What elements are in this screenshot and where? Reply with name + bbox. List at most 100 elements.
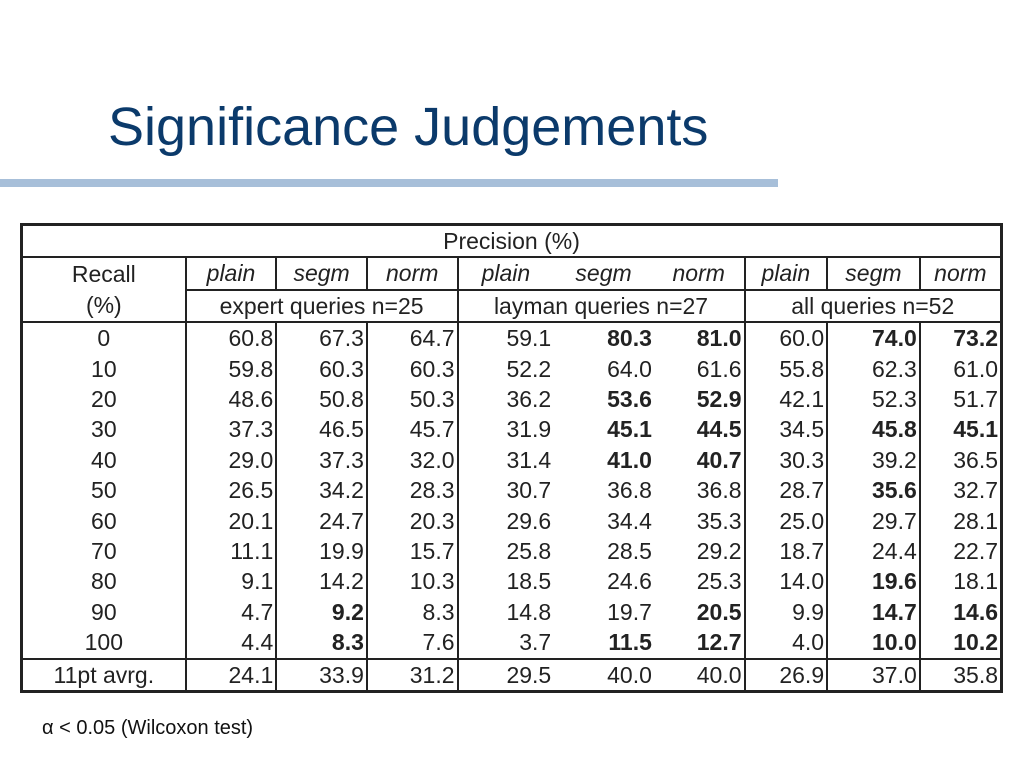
precision-cell: 14.7 [826,596,920,628]
precision-cell: 52.2 [456,353,554,385]
precision-cell: 22.7 [918,536,1002,567]
precision-cell: 44.5 [696,416,742,443]
precision-cell: 4.7 [184,596,277,628]
precision-cell: 36.8 [696,477,742,504]
precision-cell: 64.7 [365,321,458,354]
slide-title: Significance Judgements [108,97,709,157]
precision-cell: 28.5 [607,538,652,565]
precision-cell: 9.9 [743,596,828,628]
precision-cell: 80.3 [553,321,654,354]
precision-cell: 20.1 [184,505,277,537]
average-cell: 35.8 [918,657,1002,692]
group-header-all: all queries n=52 [743,288,1002,323]
table-row: 50 26.5 34.2 28.3 30.7 36.8 36.8 28.7 35.6 32.7 [21,475,1002,506]
method-header: norm [672,260,725,287]
method-header: norm [918,257,1002,290]
precision-cell: 18.1 [918,566,1002,597]
precision-cell: 60.3 [365,353,458,385]
method-header: norm [365,257,458,290]
recall-cell: 30 [21,414,187,445]
precision-cell: 34.5 [743,414,828,445]
precision-cell: 61.0 [918,353,1002,385]
methods-row: Recall plain segm norm plain segm norm p… [21,257,1002,290]
precision-cell: 81.0 [653,321,745,354]
precision-cell: 19.9 [275,536,367,567]
precision-cell: 34.4 [607,507,652,534]
precision-cell: 32.7 [918,475,1002,506]
precision-cell: 24.7 [275,505,367,537]
precision-cell: 51.7 [918,384,1002,415]
precision-cell: 11.5 [608,629,652,656]
precision-cell: 46.5 [275,414,367,445]
precision-cell: 25.0 [743,505,828,537]
table-caption: Precision (%) [21,224,1002,259]
precision-cell: 9.1 [184,566,277,597]
average-cell: 24.1 [184,657,277,692]
precision-cell: 36.2 [456,384,554,415]
average-cell: 31.2 [365,657,458,692]
precision-cell: 10.2 [918,627,1002,659]
method-header: segm [275,257,367,290]
method-header: segm [575,260,632,287]
precision-cell: 24.4 [826,536,920,567]
recall-cell: 60 [21,505,187,537]
recall-unit: (%) [21,289,187,323]
table-row: 60 20.1 24.7 20.3 29.6 34.4 35.3 25.0 29.7 28.1 [21,505,1002,537]
precision-cell: 60.0 [743,321,828,354]
precision-cell: 24.6 [607,568,652,595]
precision-cell: 8.3 [275,627,367,659]
table-row: 0 60.8 67.3 64.7 59.1 80.3 81.0 60.0 74.0 73.2 [21,321,1002,354]
alpha-symbol: α [42,717,54,739]
table-row: 10 59.8 60.3 60.3 52.2 64.0 61.6 55.8 62.3 61.0 [21,353,1002,385]
precision-cell: 28.1 [918,505,1002,537]
precision-cell: 61.6 [696,355,742,382]
precision-cell: 62.3 [826,353,920,385]
precision-cell: 3.7 [456,627,554,659]
precision-cell: 11.1 [184,536,277,567]
precision-cell: 9.2 [275,596,367,628]
recall-cell: 70 [21,536,187,567]
precision-cell: 18.7 [743,536,828,567]
precision-cell: 14.6 [918,596,1002,628]
recall-cell: 80 [21,566,187,597]
footnote: α < 0.05 (Wilcoxon test) [42,717,253,740]
precision-cell: 37.3 [184,414,277,445]
precision-cell: 55.8 [743,353,828,385]
precision-cell: 50.3 [365,384,458,415]
precision-cell: 74.0 [826,321,920,354]
precision-cell: 14.0 [743,566,828,597]
precision-cell: 26.5 [184,475,277,506]
precision-cell: 30.7 [456,475,554,506]
precision-cell: 52.3 [826,384,920,415]
precision-cell: 32.0 [365,444,458,476]
precision-cell: 45.7 [365,414,458,445]
precision-cell: 59.8 [184,353,277,385]
precision-cell: 59.1 [456,321,554,354]
table-row: 70 11.1 19.9 15.7 25.8 28.5 29.2 18.7 24.4 22.7 [21,536,1002,567]
precision-cell: 45.8 [826,414,920,445]
precision-cell: 31.4 [456,444,554,476]
precision-cell: 28.7 [743,475,828,506]
average-cell: 29.5 [456,657,554,692]
precision-cell: 29.2 [696,538,742,565]
average-cell: 33.9 [275,657,367,692]
recall-cell: 50 [21,475,187,506]
precision-cell: 42.1 [743,384,828,415]
precision-cell: 52.9 [696,386,742,413]
precision-cell: 53.6 [607,386,652,413]
recall-cell: 90 [21,596,187,628]
precision-cell: 7.6 [365,627,458,659]
precision-cell: 35.3 [696,507,742,534]
precision-cell: 12.7 [696,629,742,656]
precision-cell: 40.7 [696,446,742,473]
precision-cell: 29.6 [456,505,554,537]
precision-cell: 31.9 [456,414,554,445]
table-row: 20 48.6 50.8 50.3 36.2 53.6 52.9 42.1 52.3 51.7 [21,384,1002,415]
precision-table: Precision (%) Recall plain segm norm pla… [20,223,1003,694]
precision-cell: 10.0 [826,627,920,659]
recall-cell: 0 [21,321,187,354]
title-underline [0,179,778,187]
precision-cell: 15.7 [365,536,458,567]
precision-cell: 60.3 [275,353,367,385]
average-label: 11pt avrg. [21,657,187,692]
